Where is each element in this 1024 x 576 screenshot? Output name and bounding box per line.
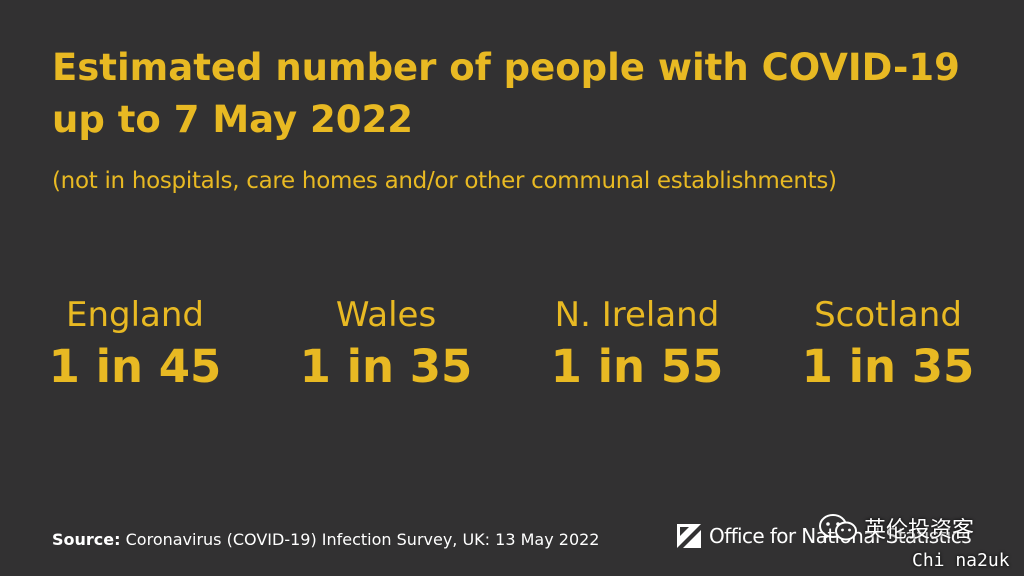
stat-ratio: 1 in 35 bbox=[299, 340, 473, 393]
stat-ratio: 1 in 35 bbox=[801, 340, 975, 393]
source-text: Coronavirus (COVID-19) Infection Survey,… bbox=[125, 530, 600, 549]
stat-region: England bbox=[65, 295, 205, 335]
stat-ratio: 1 in 45 bbox=[48, 340, 222, 393]
stat-region: Scotland bbox=[814, 295, 962, 335]
watermark-name: 英伦投资客 bbox=[864, 518, 975, 543]
ons-logo-icon bbox=[677, 524, 701, 548]
page-subtitle: (not in hospitals, care homes and/or oth… bbox=[52, 168, 837, 194]
stat-region: Wales bbox=[335, 295, 437, 335]
stat-ratio: 1 in 55 bbox=[550, 340, 724, 393]
stat-england: England 1 in 45 bbox=[10, 292, 260, 396]
page-title: Estimated number of people with COVID-19… bbox=[52, 46, 960, 141]
watermark-sub: Chi na2uk bbox=[912, 550, 1010, 571]
source-label: Source: bbox=[52, 530, 121, 549]
stat-region: N. Ireland bbox=[554, 295, 720, 335]
stats-row: England 1 in 45 Wales 1 in 35 N. Ireland… bbox=[0, 292, 1024, 402]
wechat-icon bbox=[819, 514, 857, 541]
stat-wales: Wales 1 in 35 bbox=[261, 292, 511, 396]
source-note: Source: Coronavirus (COVID-19) Infection… bbox=[52, 528, 599, 552]
stat-scotland: Scotland 1 in 35 bbox=[763, 292, 1013, 396]
stat-n-ireland: N. Ireland 1 in 55 bbox=[512, 292, 762, 396]
watermark: 英伦投资客 bbox=[818, 512, 974, 544]
